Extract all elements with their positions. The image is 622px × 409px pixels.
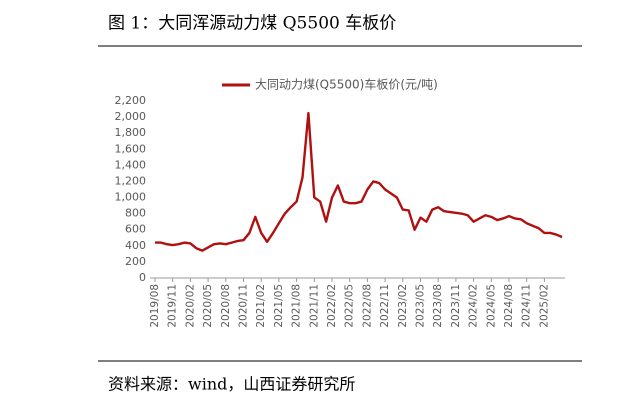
x-tick-label: 2024/05 bbox=[485, 284, 497, 328]
line-series bbox=[155, 111, 563, 252]
x-tick-label: 2023/02 bbox=[397, 284, 409, 328]
y-tick-label: 600 bbox=[125, 223, 146, 236]
source-note: 资料来源：wind，山西证券研究所 bbox=[108, 375, 355, 394]
x-tick-label: 2025/02 bbox=[538, 284, 550, 328]
x-tick-label: 2021/08 bbox=[291, 284, 303, 328]
x-tick-label: 2024/02 bbox=[468, 284, 480, 328]
x-tick-label: 2022/02 bbox=[326, 284, 338, 328]
y-tick-label: 1,400 bbox=[115, 158, 147, 171]
x-tick-label: 2024/08 bbox=[503, 284, 515, 328]
y-tick-label: 400 bbox=[125, 239, 146, 252]
y-tick-label: 0 bbox=[139, 271, 146, 284]
x-tick-label: 2019/08 bbox=[149, 284, 161, 328]
legend-label: 大同动力煤(Q5500)车板价(元/吨) bbox=[255, 77, 438, 92]
x-tick-label: 2021/05 bbox=[273, 284, 285, 328]
x-tick-label: 2024/11 bbox=[521, 284, 533, 328]
x-tick-label: 2022/08 bbox=[361, 284, 373, 328]
x-tick-label: 2023/08 bbox=[432, 284, 444, 328]
y-tick-label: 1,600 bbox=[115, 142, 147, 155]
x-tick-label: 2023/11 bbox=[450, 284, 462, 328]
figure-title: 图 1：大同浑源动力煤 Q5500 车板价 bbox=[108, 14, 396, 34]
y-tick-label: 2,000 bbox=[115, 110, 147, 123]
x-tick-label: 2020/11 bbox=[238, 284, 250, 328]
x-tick-label: 2021/02 bbox=[255, 284, 267, 328]
x-tick-label: 2020/05 bbox=[202, 284, 214, 328]
x-tick-label: 2021/11 bbox=[308, 284, 320, 328]
x-tick-label: 2022/05 bbox=[344, 284, 356, 328]
y-tick-label: 1,200 bbox=[115, 174, 147, 187]
x-tick-label: 2020/02 bbox=[184, 284, 196, 328]
x-tick-label: 2022/11 bbox=[379, 284, 391, 328]
x-tick-label: 2019/11 bbox=[167, 284, 179, 328]
y-tick-label: 200 bbox=[125, 255, 146, 268]
y-tick-label: 800 bbox=[125, 207, 146, 220]
y-tick-label: 1,800 bbox=[115, 126, 147, 139]
y-tick-label: 2,200 bbox=[115, 94, 147, 107]
y-tick-label: 1,000 bbox=[115, 191, 147, 204]
x-tick-label: 2020/08 bbox=[220, 284, 232, 328]
x-tick-label: 2023/05 bbox=[415, 284, 427, 328]
